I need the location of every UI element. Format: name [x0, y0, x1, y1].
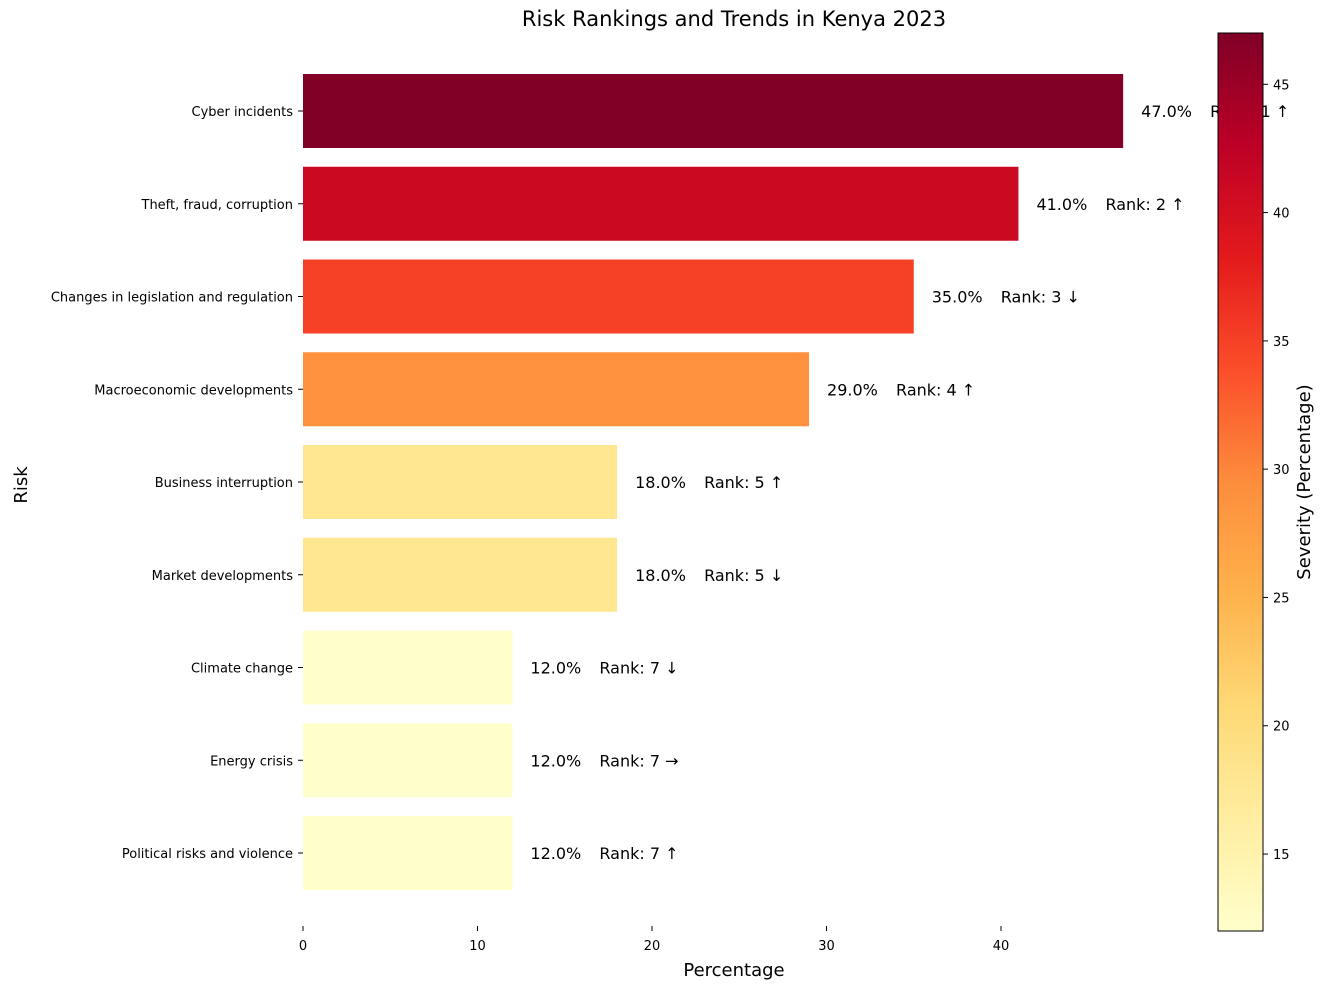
category-label: Macroeconomic developments — [94, 383, 293, 398]
value-label: 12.0% — [530, 751, 581, 770]
bar — [303, 74, 1124, 148]
bar — [303, 630, 513, 705]
bar — [303, 445, 618, 519]
rank-label: Rank: 5 ↑ — [704, 473, 783, 492]
rank-label: Rank: 3 ↓ — [1001, 288, 1080, 307]
colorbar-label: Severity (Percentage) — [1294, 384, 1315, 579]
bar — [303, 259, 914, 334]
chart-title: Risk Rankings and Trends in Kenya 2023 — [522, 7, 946, 31]
colorbar-tick-label: 15 — [1273, 848, 1290, 863]
bar — [303, 816, 513, 890]
y-axis-label: Risk — [11, 466, 32, 504]
x-tick-label: 30 — [818, 939, 835, 954]
x-tick-label: 20 — [644, 939, 661, 954]
colorbar-tick-label: 30 — [1273, 463, 1290, 478]
value-label: 12.0% — [530, 844, 581, 863]
category-label: Political risks and violence — [122, 847, 293, 862]
value-label: 41.0% — [1036, 195, 1087, 214]
colorbar-tick-label: 35 — [1273, 335, 1290, 350]
x-tick-label: 40 — [993, 939, 1010, 954]
x-tick-label: 10 — [469, 939, 486, 954]
colorbar — [1217, 32, 1264, 932]
category-label: Climate change — [191, 662, 293, 677]
colorbar-ticks: 15 20 25 30 35 40 45 — [1263, 78, 1290, 863]
category-label: Market developments — [152, 569, 294, 584]
category-label: Changes in legislation and regulation — [51, 291, 293, 306]
colorbar-tick-label: 40 — [1273, 207, 1290, 222]
category-label: Energy crisis — [210, 754, 293, 769]
colorbar-tick-label: 45 — [1273, 78, 1290, 93]
rank-label: Rank: 2 ↑ — [1105, 195, 1184, 214]
value-label: 18.0% — [635, 473, 686, 492]
category-label: Theft, fraud, corruption — [141, 198, 294, 213]
rank-label: Rank: 7 ↑ — [599, 844, 678, 863]
colorbar-tick-label: 20 — [1273, 720, 1290, 735]
bar — [303, 723, 513, 798]
value-label: 47.0% — [1141, 102, 1192, 121]
bars-layer — [303, 74, 1124, 890]
rank-label: Rank: 5 ↓ — [704, 566, 783, 585]
value-label: 18.0% — [635, 566, 686, 585]
value-label: 29.0% — [827, 380, 878, 399]
bar — [303, 352, 810, 427]
rank-label: Rank: 7 ↓ — [599, 659, 678, 678]
category-label: Cyber incidents — [192, 105, 294, 120]
x-axis-label: Percentage — [683, 960, 784, 981]
value-label: 12.0% — [530, 659, 581, 678]
bar — [303, 166, 1019, 241]
bar — [303, 537, 618, 612]
x-axis: 0 10 20 30 40 — [299, 926, 1009, 954]
value-label: 35.0% — [932, 288, 983, 307]
x-tick-label: 0 — [299, 939, 307, 954]
rank-label: Rank: 7 → — [599, 751, 678, 770]
category-label: Business interruption — [155, 476, 293, 491]
rank-label: Rank: 4 ↑ — [896, 380, 975, 399]
category-labels: Cyber incidents Theft, fraud, corruption C… — [51, 105, 303, 862]
colorbar-tick-label: 25 — [1273, 591, 1290, 606]
